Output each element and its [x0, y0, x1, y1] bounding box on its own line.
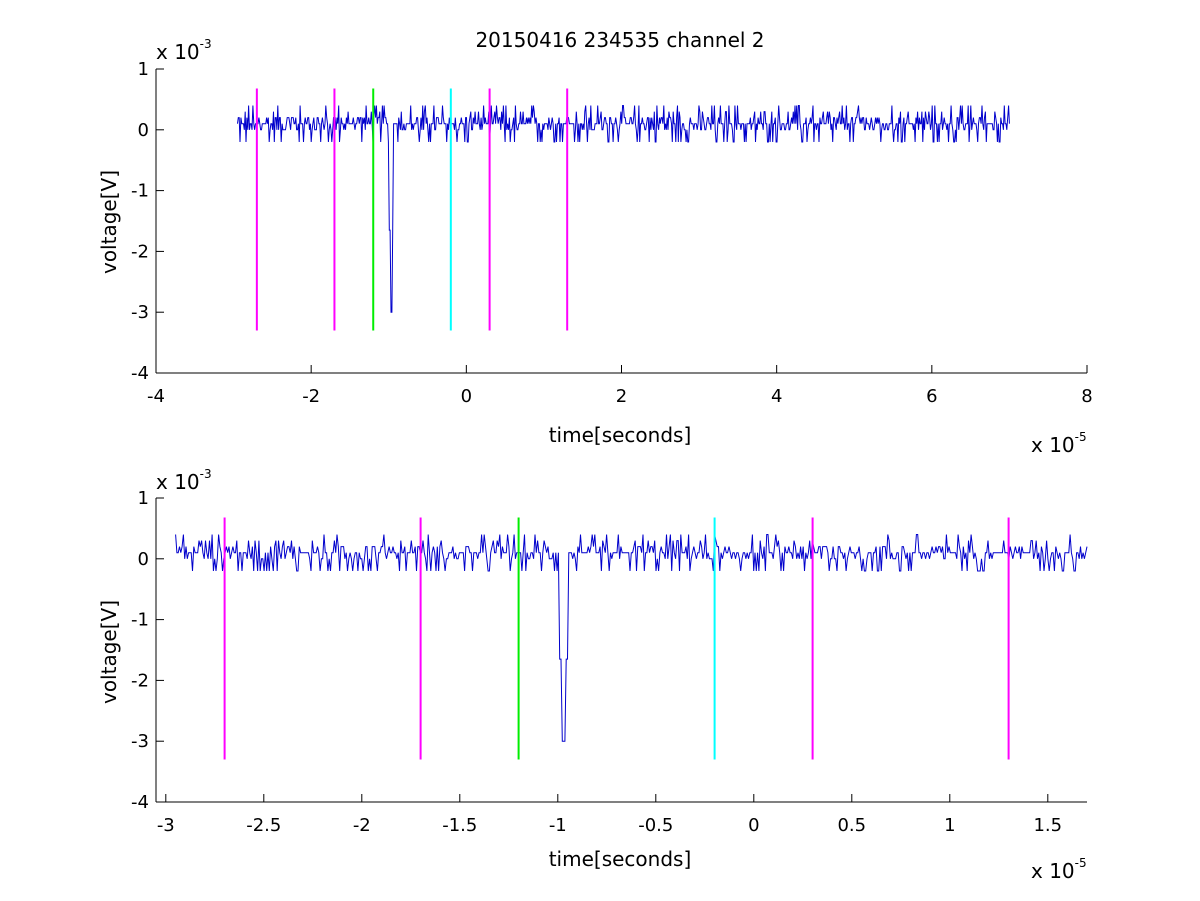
bottom-x-tick-label: 1: [944, 815, 955, 836]
top-x-tick-label: 6: [926, 386, 937, 407]
bottom-x-multiplier-base: x 10: [1031, 859, 1075, 883]
bottom-y-tick-label: 1: [138, 488, 149, 509]
bottom-y-tick-label: -3: [131, 731, 149, 752]
top-x-tick-label: -2: [302, 386, 320, 407]
top-x-tick-label: 0: [461, 386, 472, 407]
top-x-axis-label: time[seconds]: [549, 423, 692, 447]
bottom-x-tick-label: 0.5: [837, 815, 866, 836]
bottom-x-tick-label: -1.5: [442, 815, 477, 836]
bottom-y-tick-label: -2: [131, 670, 149, 691]
bottom-x-multiplier-exponent: -5: [1075, 856, 1087, 870]
top-x-tick-label: 2: [616, 386, 627, 407]
top-y-multiplier: x 10-3: [156, 37, 212, 64]
top-y-tick-label: 0: [138, 120, 149, 141]
top-y-multiplier-base: x 10: [156, 40, 200, 64]
bottom-x-tick-label: -3: [157, 815, 175, 836]
bottom-y-axis-label: voltage[V]: [97, 600, 121, 704]
bottom-x-tick-label: -0.5: [638, 815, 673, 836]
top-x-tick-label: -4: [147, 386, 165, 407]
bottom-x-tick-label: -1: [549, 815, 567, 836]
top-x-multiplier-exponent: -5: [1075, 430, 1087, 444]
top-x-multiplier: x 10-5: [1031, 430, 1087, 457]
top-x-multiplier-base: x 10: [1031, 433, 1075, 457]
bottom-y-multiplier: x 10-3: [156, 467, 212, 494]
bottom-y-tick-label: 0: [138, 549, 149, 570]
top-y-tick-label: 1: [138, 59, 149, 80]
top-y-tick-label: -3: [131, 302, 149, 323]
top-y-tick-label: -1: [131, 181, 149, 202]
bottom-x-axis-label: time[seconds]: [549, 847, 692, 871]
top-y-tick-label: -4: [131, 363, 149, 384]
bottom-x-tick-label: 1.5: [1033, 815, 1062, 836]
bottom-x-tick-label: -2: [353, 815, 371, 836]
bottom-x-tick-label: -2.5: [246, 815, 281, 836]
top-x-tick-label: 8: [1081, 386, 1092, 407]
bottom-y-multiplier-exponent: -3: [200, 467, 212, 481]
bottom-y-tick-label: -4: [131, 792, 149, 813]
bottom-y-tick-label: -1: [131, 610, 149, 631]
figure-title: 20150416 234535 channel 2: [475, 28, 764, 52]
top-y-multiplier-exponent: -3: [200, 37, 212, 51]
top-x-tick-label: 4: [771, 386, 782, 407]
bottom-x-multiplier: x 10-5: [1031, 856, 1087, 883]
bottom-panel: time[seconds] voltage[V] x 10-5 x 10-3 -…: [97, 467, 1088, 883]
bottom-signal-trace: [175, 534, 1088, 742]
bottom-x-tick-label: 0: [748, 815, 759, 836]
bottom-y-multiplier-base: x 10: [156, 470, 200, 494]
top-y-axis-label: voltage[V]: [97, 170, 121, 274]
top-panel: time[seconds] voltage[V] x 10-5 x 10-3 -…: [97, 37, 1093, 457]
top-y-tick-label: -2: [131, 241, 149, 262]
top-signal-trace: [237, 105, 1010, 313]
